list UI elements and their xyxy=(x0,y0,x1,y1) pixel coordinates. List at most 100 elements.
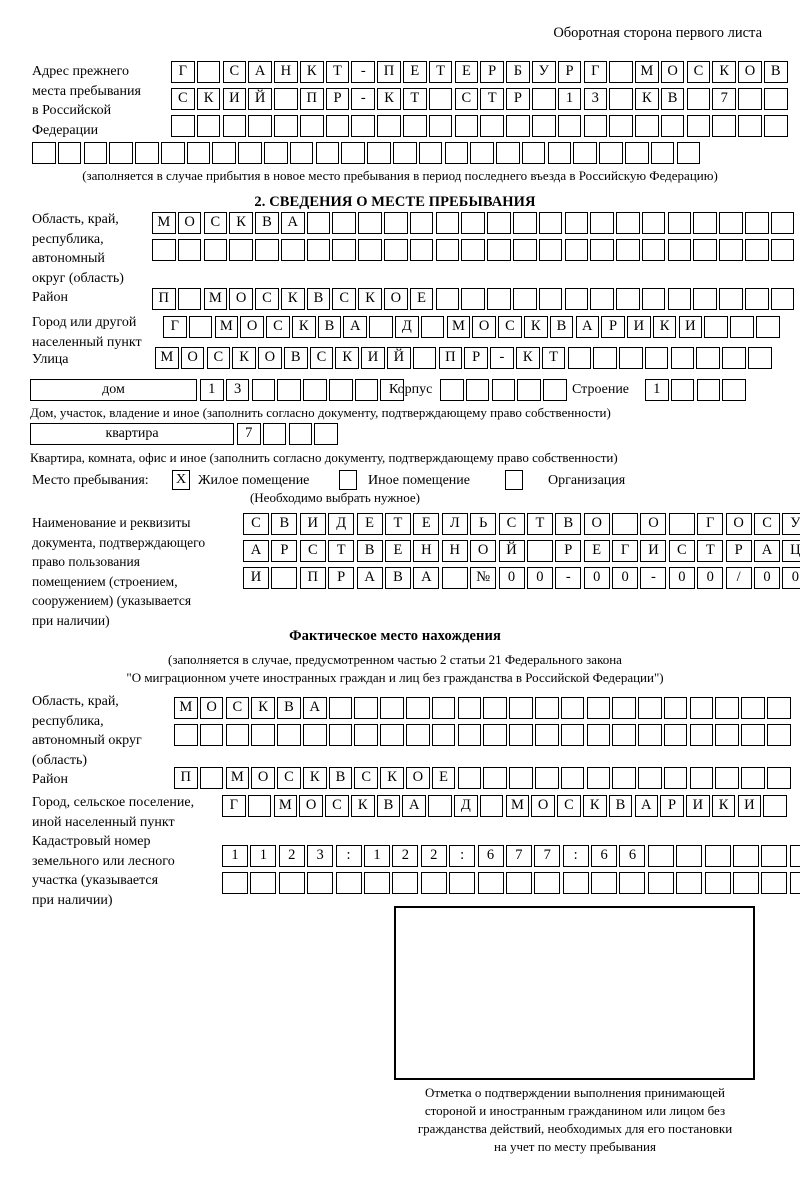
char-cell[interactable] xyxy=(704,872,731,894)
char-cell[interactable]: О xyxy=(180,347,205,369)
char-cell[interactable]: 3 xyxy=(307,845,334,867)
char-cell[interactable] xyxy=(403,115,427,137)
char-cell[interactable] xyxy=(251,724,275,746)
char-cell[interactable]: К xyxy=(229,212,253,234)
char-cell[interactable] xyxy=(715,767,739,789)
char-cell[interactable] xyxy=(238,142,262,164)
char-cell[interactable] xyxy=(196,115,221,137)
char-cell[interactable] xyxy=(650,142,675,164)
char-cell[interactable] xyxy=(693,288,717,310)
char-cell[interactable]: Г xyxy=(583,61,608,83)
char-cell[interactable] xyxy=(262,423,287,445)
char-cell[interactable] xyxy=(538,212,563,234)
char-cell[interactable]: С xyxy=(243,513,269,535)
char-cell[interactable]: Л xyxy=(441,513,468,535)
char-cell[interactable] xyxy=(212,142,237,164)
char-cell[interactable] xyxy=(358,212,382,234)
char-cell[interactable] xyxy=(744,288,769,310)
char-cell[interactable]: М xyxy=(174,697,198,719)
char-cell[interactable] xyxy=(733,872,760,894)
char-cell[interactable]: С xyxy=(498,513,525,535)
char-cell[interactable]: Г xyxy=(697,513,724,535)
char-cell[interactable] xyxy=(277,379,301,401)
char-cell[interactable]: О xyxy=(299,795,323,817)
char-cell[interactable] xyxy=(612,724,636,746)
char-cell[interactable]: И xyxy=(640,540,667,562)
char-cell[interactable] xyxy=(314,423,338,445)
char-cell[interactable] xyxy=(435,239,460,261)
char-cell[interactable] xyxy=(715,697,739,719)
char-cell[interactable]: Р xyxy=(325,88,350,110)
char-cell[interactable] xyxy=(512,212,537,234)
char-cell[interactable]: П xyxy=(152,288,176,310)
char-cell[interactable] xyxy=(174,724,198,746)
char-cell[interactable]: Е xyxy=(431,767,456,789)
char-cell[interactable] xyxy=(560,767,585,789)
char-cell[interactable]: М xyxy=(214,316,239,338)
char-cell[interactable] xyxy=(538,239,563,261)
char-cell[interactable]: И xyxy=(243,567,269,589)
char-cell[interactable] xyxy=(564,239,589,261)
char-cell[interactable]: Й xyxy=(248,88,272,110)
char-cell[interactable]: А xyxy=(356,567,383,589)
char-cell[interactable]: С xyxy=(686,61,711,83)
char-cell[interactable]: С xyxy=(222,61,247,83)
char-cell[interactable]: Т xyxy=(328,540,355,562)
char-cell[interactable] xyxy=(560,697,585,719)
char-cell[interactable]: 3 xyxy=(583,88,608,110)
char-cell[interactable] xyxy=(531,115,556,137)
char-cell[interactable] xyxy=(644,347,669,369)
char-cell[interactable] xyxy=(647,872,674,894)
char-cell[interactable] xyxy=(428,115,453,137)
char-cell[interactable] xyxy=(619,347,643,369)
char-cell[interactable] xyxy=(616,212,640,234)
char-cell[interactable]: В xyxy=(317,316,342,338)
char-cell[interactable]: К xyxy=(280,288,305,310)
char-cell[interactable]: М xyxy=(505,795,530,817)
char-cell[interactable]: В xyxy=(549,316,574,338)
char-cell[interactable]: М xyxy=(155,347,179,369)
char-cell[interactable]: 1 xyxy=(200,379,224,401)
char-cell[interactable]: К xyxy=(302,767,327,789)
char-cell[interactable] xyxy=(689,697,714,719)
char-cell[interactable] xyxy=(384,212,408,234)
char-cell[interactable] xyxy=(668,513,695,535)
char-cell[interactable]: 0 xyxy=(782,567,800,589)
char-cell[interactable]: М xyxy=(203,288,228,310)
char-cell[interactable] xyxy=(351,115,376,137)
char-cell[interactable]: Г xyxy=(171,61,195,83)
char-cell[interactable] xyxy=(380,379,405,401)
char-cell[interactable]: Д xyxy=(454,795,478,817)
char-cell[interactable]: Б xyxy=(506,61,530,83)
char-cell[interactable] xyxy=(328,379,353,401)
char-cell[interactable] xyxy=(744,212,769,234)
stay-type-checkbox-zhiloe[interactable]: X xyxy=(172,470,190,490)
char-cell[interactable] xyxy=(32,142,56,164)
stroenie-cells[interactable]: 1 xyxy=(645,379,748,401)
char-cell[interactable] xyxy=(667,288,692,310)
char-cell[interactable]: - xyxy=(490,347,514,369)
char-cell[interactable]: 6 xyxy=(619,845,646,867)
char-cell[interactable] xyxy=(761,845,788,867)
char-cell[interactable] xyxy=(363,872,390,894)
char-cell[interactable]: Р xyxy=(557,61,582,83)
char-cell[interactable] xyxy=(562,872,589,894)
char-cell[interactable]: С xyxy=(454,88,479,110)
char-cell[interactable] xyxy=(638,724,662,746)
char-cell[interactable]: П xyxy=(174,767,198,789)
char-cell[interactable] xyxy=(454,115,479,137)
char-cell[interactable]: / xyxy=(725,567,752,589)
char-cell[interactable] xyxy=(203,239,228,261)
char-cell[interactable]: : xyxy=(562,845,589,867)
char-cell[interactable] xyxy=(693,239,717,261)
char-cell[interactable] xyxy=(663,697,688,719)
char-cell[interactable]: М xyxy=(635,61,659,83)
char-cell[interactable] xyxy=(676,142,701,164)
char-cell[interactable]: М xyxy=(225,767,250,789)
char-cell[interactable]: 2 xyxy=(392,845,419,867)
char-cell[interactable]: М xyxy=(446,316,471,338)
char-cell[interactable] xyxy=(199,724,224,746)
char-cell[interactable] xyxy=(222,115,247,137)
